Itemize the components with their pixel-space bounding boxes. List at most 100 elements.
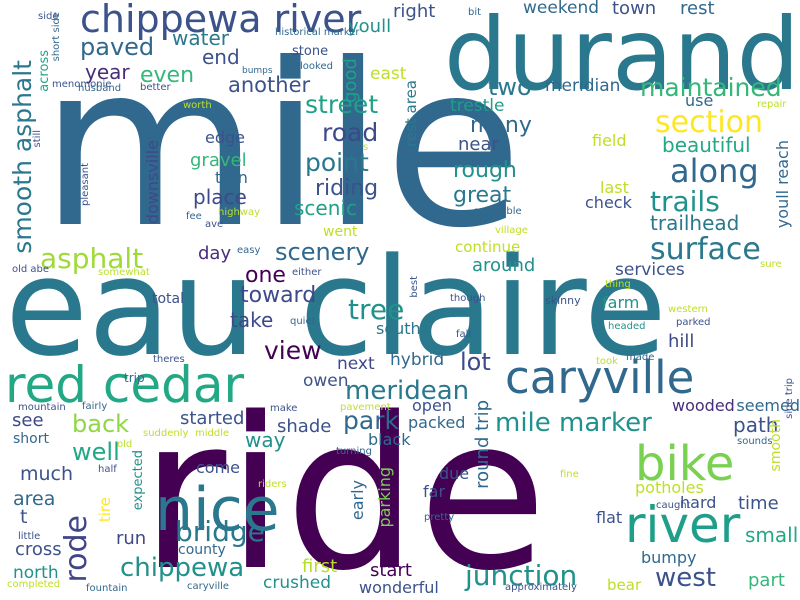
word-92: early: [348, 480, 367, 521]
word-77: hill: [668, 331, 695, 352]
word-57: youll: [348, 16, 392, 37]
word-38: beautiful: [662, 133, 751, 157]
word-153: parked: [676, 317, 711, 328]
word-155: sure: [760, 259, 782, 270]
word-173: fine: [560, 469, 579, 480]
word-73: last: [600, 178, 629, 197]
word-19: mile marker: [495, 408, 652, 438]
word-171: half: [98, 464, 117, 475]
word-4: red cedar: [5, 356, 245, 414]
word-181: s: [363, 142, 369, 153]
word-121: short: [13, 431, 49, 447]
word-141: village: [495, 225, 528, 236]
word-7: nice: [155, 475, 280, 545]
word-59: meridian: [545, 76, 621, 96]
word-101: part: [748, 570, 785, 591]
word-63: gravel: [190, 150, 247, 171]
word-135: still: [32, 130, 43, 148]
word-176: pretty: [424, 512, 455, 523]
word-126: worth: [183, 100, 212, 111]
word-56: right: [393, 1, 436, 22]
word-164: make: [270, 403, 298, 414]
word-75: youll reach: [773, 140, 792, 229]
word-148: best: [409, 276, 420, 298]
word-100: small: [745, 523, 799, 547]
word-43: place: [193, 185, 247, 209]
word-149: though: [450, 293, 486, 304]
word-26: street: [305, 90, 379, 119]
word-12: section: [655, 105, 764, 140]
word-22: scenery: [275, 238, 370, 266]
word-103: flat: [596, 508, 623, 527]
word-177: completed: [7, 579, 61, 590]
word-108: first: [302, 556, 338, 577]
word-163: fairly: [82, 401, 108, 412]
word-27: paved: [80, 33, 155, 61]
word-48: even: [140, 63, 195, 88]
word-172: riders: [258, 479, 287, 490]
word-160: theres: [153, 354, 185, 365]
word-84: see: [12, 410, 44, 431]
word-47: another: [228, 73, 311, 97]
word-80: next: [337, 354, 375, 374]
word-91: black: [368, 430, 411, 449]
word-142: enjoyable: [473, 206, 522, 217]
word-152: western: [668, 304, 708, 315]
word-30: park: [343, 406, 399, 435]
word-130: bit: [468, 7, 482, 18]
word-67: day: [198, 243, 232, 264]
word-36: lot: [460, 348, 491, 376]
word-165: pavement: [340, 402, 391, 413]
word-69: continue: [455, 238, 521, 256]
word-116: tire: [96, 497, 114, 523]
word-96: wooded: [672, 396, 735, 415]
word-158: took: [596, 356, 618, 367]
word-168: middle: [195, 428, 230, 439]
word-44: toward: [240, 283, 317, 308]
word-114: north: [13, 563, 59, 583]
word-99: potholes: [635, 478, 704, 497]
word-154: headed: [608, 321, 646, 332]
word-174: caught: [656, 500, 691, 511]
word-42: scenic: [294, 196, 357, 220]
word-49: year: [85, 60, 130, 84]
word-21: rode: [59, 515, 94, 583]
word-8: bike: [635, 436, 735, 492]
word-167: suddenly: [143, 428, 189, 439]
word-104: due: [439, 464, 470, 483]
word-18: meridean: [345, 376, 470, 406]
word-1: ride: [140, 372, 548, 600]
word-51: end: [202, 45, 240, 69]
word-88: come: [196, 458, 241, 477]
word-40: great: [453, 183, 512, 208]
word-145: somewhat: [98, 267, 150, 278]
word-94: path: [733, 413, 779, 437]
word-93: round trip: [472, 400, 493, 489]
word-60: trestle: [450, 96, 505, 116]
word-71: field: [592, 131, 627, 150]
word-140: went: [323, 224, 358, 240]
word-25: road: [322, 118, 379, 147]
word-139: highway: [218, 207, 261, 218]
word-55: rest: [680, 0, 715, 19]
word-178: fountain: [86, 583, 128, 594]
word-35: two: [488, 73, 532, 101]
word-95: seemed: [736, 396, 800, 415]
word-2: eau claire: [5, 229, 667, 386]
word-131: historical marker: [275, 27, 360, 38]
word-58: east: [370, 64, 407, 84]
word-31: view: [264, 336, 322, 365]
word-16: chippewa: [120, 553, 245, 583]
word-166: sounds: [737, 436, 773, 447]
word-132: stone: [292, 44, 329, 59]
word-134: bumps: [242, 66, 273, 76]
word-146: either: [292, 267, 322, 278]
word-87: way: [245, 428, 286, 452]
word-5: caryville: [505, 351, 695, 404]
word-120: total: [152, 291, 185, 307]
word-53: weekend: [523, 0, 600, 18]
word-50: water: [172, 26, 229, 50]
word-115: t: [20, 506, 28, 528]
word-13: trails: [650, 185, 720, 218]
